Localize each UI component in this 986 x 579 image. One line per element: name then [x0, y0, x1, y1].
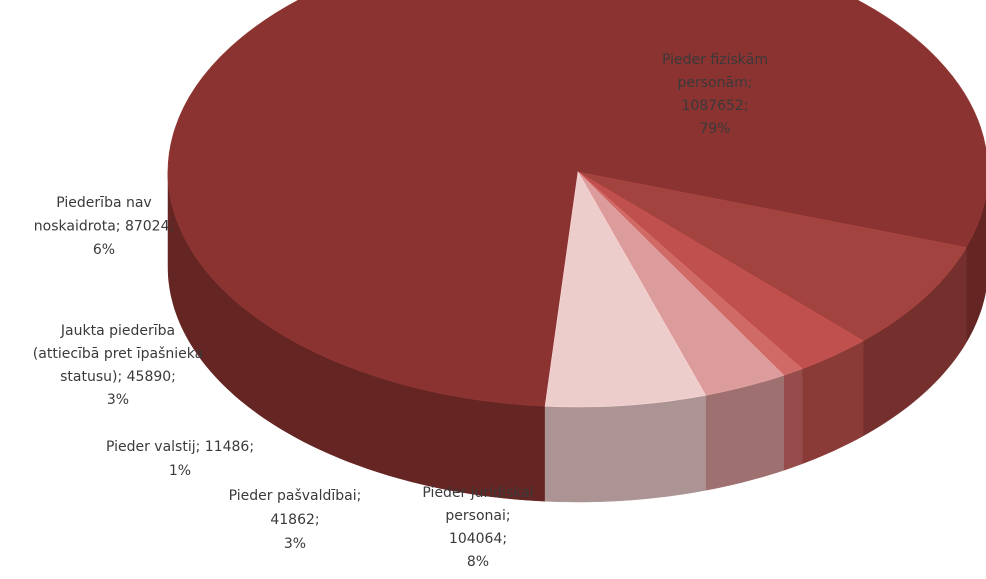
data-label: (attiecībā pret īpašnieka [33, 346, 203, 362]
data-label: 104064; [449, 531, 507, 547]
data-label: 3% [107, 392, 129, 408]
data-label: Jaukta piederība [60, 323, 175, 339]
data-label: Pieder juridiskai [422, 485, 533, 501]
slice [167, 0, 986, 407]
data-label: 1087652; [681, 98, 748, 114]
data-label: 8% [467, 554, 489, 570]
data-label: Pieder pašvaldībai; [229, 488, 362, 504]
slice [544, 171, 707, 408]
data-label: noskaidrota; 87024; [34, 219, 174, 235]
slice-side [783, 368, 803, 471]
data-label: 6% [93, 242, 115, 258]
data-label: 1% [169, 463, 191, 479]
data-label: 79% [699, 121, 730, 137]
data-label: personai; [445, 508, 510, 524]
slice-side [544, 395, 706, 503]
data-label: Pieder fiziskām [662, 52, 768, 68]
data-label: 3% [284, 536, 306, 552]
data-label: Piederība nav [56, 195, 151, 211]
data-label: personām; [678, 75, 753, 91]
data-label: statusu); 45890; [60, 369, 176, 385]
data-label: 41862; [270, 512, 319, 528]
slice [577, 171, 967, 342]
data-label: Pieder valstij; 11486; [106, 439, 254, 455]
